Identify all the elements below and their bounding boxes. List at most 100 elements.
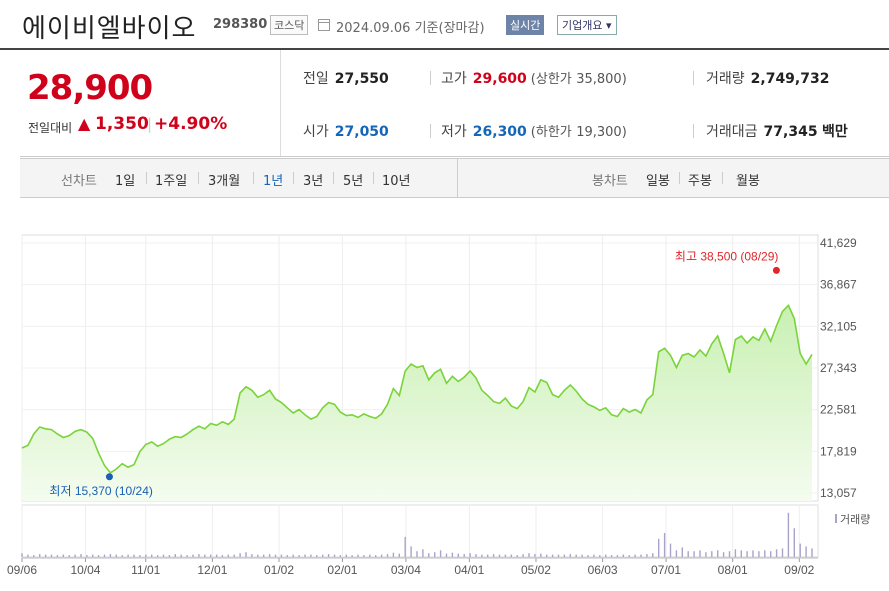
volume-bar <box>428 553 430 557</box>
y-tick-label: 36,867 <box>820 278 857 292</box>
candle-chart-label: 봉차트 <box>592 174 628 189</box>
low-value: 26,300 <box>472 124 527 140</box>
volume-bar <box>799 543 801 557</box>
chart-tabs: 선차트 1일 1주일 3개월 1년 3년 5년 10년 봉차트 일봉 주봉 월봉 <box>20 158 889 198</box>
volume-bar <box>593 554 595 557</box>
volume-bar <box>97 555 100 557</box>
volume-bar <box>280 554 283 557</box>
volume-bar <box>811 548 813 557</box>
volume-bar <box>510 554 512 557</box>
volume-bar <box>39 554 41 557</box>
tab-10year[interactable]: 10년 <box>382 174 411 189</box>
x-tick-label: 04/01 <box>454 563 484 577</box>
tab-daily[interactable]: 일봉 <box>646 174 670 189</box>
stat-high: 고가 29,600 (상한가 35,800) <box>441 68 627 88</box>
volume-bar <box>451 552 454 557</box>
volume-bar <box>498 554 501 557</box>
volume-bar <box>722 552 725 557</box>
y-tick-label: 41,629 <box>820 236 857 250</box>
divider <box>693 71 694 85</box>
date-value: 2024.09.06 <box>336 21 411 36</box>
company-overview-button[interactable]: 기업개요 ▾ <box>557 15 617 35</box>
volume-bar <box>540 553 542 557</box>
volume-bar <box>469 553 471 557</box>
volume-bar <box>304 554 306 557</box>
volume-bar <box>740 550 742 557</box>
realtime-button[interactable]: 실시간 <box>506 15 545 35</box>
low-label: 저가 <box>441 124 467 140</box>
volume-bar <box>516 555 518 557</box>
x-tick-label: 07/01 <box>651 563 681 577</box>
y-tick-label: 22,581 <box>820 403 857 417</box>
volume-bar <box>775 549 778 557</box>
volume-bar <box>787 512 790 557</box>
up-arrow-icon: ▲ <box>78 114 91 133</box>
tab-1week[interactable]: 1주일 <box>155 174 188 189</box>
amount-unit: 백만 <box>822 124 848 140</box>
amount-label: 거래대금 <box>706 124 758 140</box>
tab-5year[interactable]: 5년 <box>343 174 364 189</box>
tab-1year[interactable]: 1년 <box>263 174 284 189</box>
x-tick-label: 05/02 <box>521 563 551 577</box>
date-basis: 기준(장마감) <box>414 21 485 36</box>
volume-bar <box>186 555 188 557</box>
volume-bar <box>274 554 277 557</box>
x-tick-label: 08/01 <box>718 563 748 577</box>
volume-bar <box>233 554 235 557</box>
tab-3year[interactable]: 3년 <box>303 174 324 189</box>
price-chart: 09/06 10/04 11/01 12/01 01/02 02/01 03/04 04/01… <box>7 234 870 577</box>
y-tick-label: 13,057 <box>820 486 857 500</box>
volume-bar <box>610 555 613 557</box>
volume-bar <box>504 554 507 557</box>
divider <box>430 124 431 138</box>
divider <box>373 172 374 184</box>
volume-bar <box>681 547 683 557</box>
volume-bar <box>133 554 135 557</box>
volume-bar <box>322 554 324 557</box>
tab-1day[interactable]: 1일 <box>115 174 136 189</box>
stock-code: 298380 <box>213 17 268 32</box>
volume-bar <box>770 551 772 557</box>
x-tick-label: 09/06 <box>7 563 37 577</box>
stock-name: 에이비엘바이오 <box>22 14 197 44</box>
volume-bar <box>327 554 330 557</box>
volume-bar <box>546 554 548 557</box>
tab-weekly[interactable]: 주봉 <box>688 174 712 189</box>
volume-bar <box>257 554 259 557</box>
volume-bar <box>652 553 654 557</box>
volume-bar <box>74 554 76 557</box>
volume-bar <box>386 554 389 557</box>
stat-low: 저가 26,300 (하한가 19,300) <box>441 121 627 141</box>
divider <box>146 172 147 184</box>
volume-bar <box>215 554 218 557</box>
volume-bar <box>463 554 465 557</box>
volume-bar <box>481 554 483 557</box>
volume-bar <box>746 551 748 557</box>
volume-bar <box>640 554 642 557</box>
divider <box>293 172 294 184</box>
volume-bar <box>575 554 577 557</box>
volume-bar <box>634 554 636 557</box>
prev-label: 전일 <box>303 71 329 87</box>
volume-bar <box>616 555 619 557</box>
volume-bar <box>687 551 689 557</box>
volume-bar <box>717 550 719 557</box>
volume-bar <box>27 554 29 557</box>
low-annotation: 최저 15,370 (10/24) <box>49 484 152 498</box>
volume-legend-label: 거래량 <box>840 513 870 526</box>
stat-open: 시가 27,050 <box>303 121 389 141</box>
volume-bar <box>168 555 171 557</box>
volume-bar <box>292 554 294 557</box>
tab-3month[interactable]: 3개월 <box>208 174 241 189</box>
volume-bar <box>21 553 23 557</box>
volume-bar <box>793 528 795 557</box>
volume-bar <box>563 554 566 557</box>
volume-bar <box>457 553 459 557</box>
volume-bar <box>705 552 707 557</box>
volume-bar <box>628 555 630 557</box>
volume-bar <box>162 554 165 557</box>
volume-bar <box>805 546 807 557</box>
tab-monthly[interactable]: 월봉 <box>736 174 760 189</box>
x-tick-label: 03/04 <box>391 563 421 577</box>
volume-bar <box>245 552 247 557</box>
